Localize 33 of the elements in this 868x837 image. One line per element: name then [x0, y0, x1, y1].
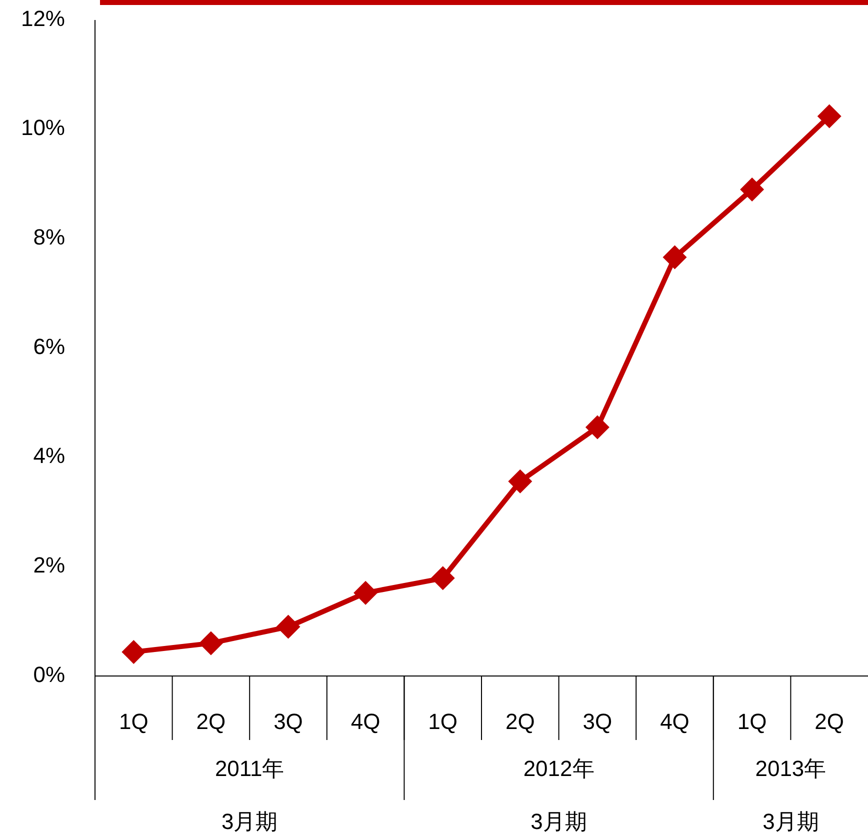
x-tick-label: 2Q [814, 708, 844, 734]
text: 3月期 [530, 808, 587, 834]
point [740, 177, 764, 202]
y-tick-label: 6% [33, 334, 65, 359]
text: 2012年 [523, 756, 594, 781]
point [354, 580, 378, 605]
x-tick-label: 1Q [118, 708, 148, 734]
y-tick-label: 12% [20, 6, 65, 31]
point [817, 104, 842, 128]
point [662, 245, 687, 270]
y-tick-label: 10% [20, 115, 65, 140]
point [276, 614, 300, 639]
text: 3月期 [221, 808, 278, 834]
x-tick-label: 1Q [737, 708, 767, 734]
y-tick-label: 4% [33, 443, 65, 468]
x-tick-label: 1Q [428, 708, 458, 734]
x-tick-label: 2Q [505, 708, 535, 734]
x-tick-label: 2Q [196, 708, 226, 734]
point [508, 469, 532, 494]
x-tick-label: 3Q [582, 708, 612, 734]
text: 2013年 [755, 756, 826, 781]
text: 3月期 [762, 808, 819, 834]
x-tick-label: 4Q [660, 708, 690, 734]
y-tick-label: 8% [33, 224, 65, 250]
x-tick-label: 4Q [350, 708, 380, 734]
point [198, 631, 223, 656]
y-tick-label: 2% [33, 552, 65, 578]
x-tick-label: 3Q [274, 708, 303, 734]
y-tick-label: 0% [33, 662, 65, 687]
point [122, 640, 146, 664]
point [430, 566, 455, 590]
point [585, 415, 610, 440]
text: 2011年 [214, 756, 284, 781]
